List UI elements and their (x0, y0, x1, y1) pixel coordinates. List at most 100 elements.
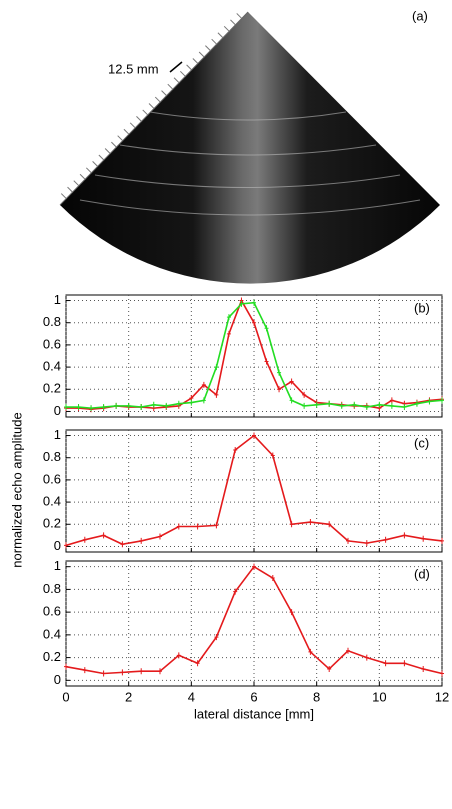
data-point (289, 521, 294, 528)
x-tick-label: 8 (313, 689, 320, 704)
data-point (289, 378, 294, 385)
y-axis-label: normalized echo amplitude (9, 412, 24, 567)
ruler-tick (104, 148, 111, 154)
data-point (139, 404, 144, 411)
scale-arrow (169, 61, 183, 73)
y-tick-label: 0 (54, 672, 61, 687)
data-point (164, 402, 169, 409)
ruler-tick (211, 38, 218, 45)
data-point (139, 537, 144, 544)
data-point (82, 667, 87, 674)
data-point (302, 402, 307, 409)
ruler-tick (198, 51, 205, 58)
ruler-tick (205, 45, 211, 51)
y-tick-label: 0.4 (43, 359, 61, 374)
data-point (308, 648, 313, 655)
sector (60, 12, 440, 284)
y-tick-label: 0.4 (43, 494, 61, 509)
y-tick-label: 0.8 (43, 314, 61, 329)
ruler-tick (142, 109, 149, 116)
data-point (101, 670, 106, 677)
y-tick-label: 0.6 (43, 336, 61, 351)
data-point (120, 541, 125, 548)
x-tick-label: 10 (372, 689, 386, 704)
ruler-tick (73, 180, 80, 187)
ruler-tick (111, 141, 117, 148)
data-point (195, 660, 200, 667)
data-point (327, 521, 332, 528)
data-point (176, 400, 181, 407)
data-point (233, 588, 238, 595)
data-point (302, 391, 307, 398)
data-point (239, 300, 244, 307)
data-point (114, 402, 119, 409)
y-tick-label: 0 (54, 538, 61, 553)
data-point (389, 402, 394, 409)
data-point (214, 634, 219, 641)
y-tick-label: 0.8 (43, 581, 61, 596)
data-point (226, 330, 231, 337)
data-point (195, 523, 200, 530)
data-point (201, 397, 206, 404)
data-point (421, 665, 426, 672)
x-tick-label: 12 (435, 689, 449, 704)
ruler-tick (217, 32, 224, 39)
data-point (252, 299, 256, 306)
y-tick-label: 1 (54, 292, 61, 307)
plots: 0 0.2 0.4 0.6 0.8 1 (b) 0 0.2 0.4 0.6 0.8 1 (c) 0 2 4 6 8 1… (43, 292, 449, 721)
data-point (402, 660, 407, 667)
data-point (346, 647, 350, 654)
ruler-tick (123, 128, 130, 135)
ruler-tick (192, 58, 199, 64)
data-point (252, 563, 256, 570)
data-point (289, 609, 294, 616)
data-point (270, 452, 275, 459)
x-tick-label: 6 (250, 689, 257, 704)
y-tick-label: 0.2 (43, 516, 61, 531)
data-point (314, 401, 319, 408)
ruler-tick (85, 167, 92, 174)
ruler-tick (92, 161, 98, 167)
data-point (440, 397, 444, 404)
ruler-tick (154, 96, 161, 103)
data-point (383, 660, 388, 667)
x-axis-label: lateral distance [mm] (194, 706, 314, 721)
data-point (270, 575, 275, 582)
ruler-tick (179, 70, 186, 77)
data-point (339, 402, 344, 409)
data-point (421, 535, 426, 542)
data-point (383, 536, 388, 543)
data-point (427, 398, 432, 405)
panel-label: (b) (414, 300, 430, 315)
data-point (252, 432, 256, 439)
ruler-tick (148, 103, 155, 109)
ruler-tick (60, 193, 67, 199)
ruler-tick (98, 154, 105, 161)
scale-label: 12.5 mm (108, 61, 159, 76)
ruler-tick (173, 77, 180, 84)
data-point (402, 532, 407, 539)
data-point (233, 446, 238, 453)
y-tick-label: 0.2 (43, 649, 61, 664)
data-point (277, 386, 282, 393)
data-point (277, 369, 282, 376)
data-point (82, 536, 87, 543)
data-point (214, 522, 219, 529)
data-point (158, 533, 162, 540)
data-point (327, 665, 332, 672)
panel: 0 0.2 0.4 0.6 0.8 1 (b) (43, 292, 444, 418)
ruler-tick (79, 173, 86, 180)
data-point (352, 401, 357, 408)
y-tick-label: 0.6 (43, 471, 61, 486)
x-tick-label: 2 (125, 689, 132, 704)
data-point (440, 670, 444, 677)
ruler-tick (161, 90, 167, 96)
data-point (101, 404, 106, 411)
data-point (64, 404, 68, 411)
data-point (264, 325, 269, 332)
data-point (308, 519, 313, 526)
ruler-tick (230, 19, 236, 26)
data-point (226, 314, 231, 321)
data-point (214, 391, 219, 398)
